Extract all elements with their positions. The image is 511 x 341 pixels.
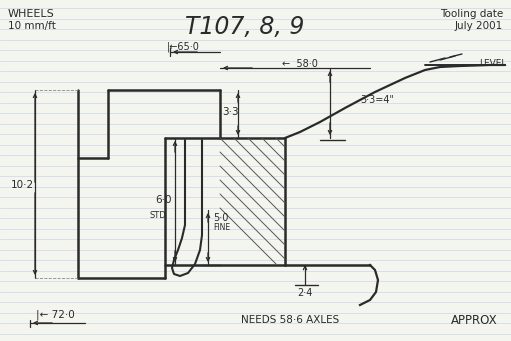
Text: |←65·0: |←65·0 [167,42,199,52]
Text: |← 72·0: |← 72·0 [36,310,75,320]
Text: 5·0: 5·0 [213,213,228,223]
Text: 10·2: 10·2 [10,180,34,190]
Text: APPROX: APPROX [451,313,498,326]
Text: T107, 8, 9: T107, 8, 9 [185,15,305,39]
Text: Tooling date: Tooling date [440,9,503,19]
Text: ←  58·0: ← 58·0 [282,59,318,69]
Text: STD: STD [150,210,167,220]
Text: 2·4: 2·4 [297,288,313,298]
Text: 6·0: 6·0 [155,195,171,205]
Text: 10 mm/ft: 10 mm/ft [8,21,56,31]
Text: 3·3=4": 3·3=4" [360,95,394,105]
Text: 3·3: 3·3 [222,107,238,117]
Text: FINE: FINE [213,223,230,233]
Text: NEEDS 58·6 AXLES: NEEDS 58·6 AXLES [241,315,339,325]
Text: WHEELS: WHEELS [8,9,55,19]
Text: LEVEL: LEVEL [480,59,507,68]
Text: July 2001: July 2001 [455,21,503,31]
